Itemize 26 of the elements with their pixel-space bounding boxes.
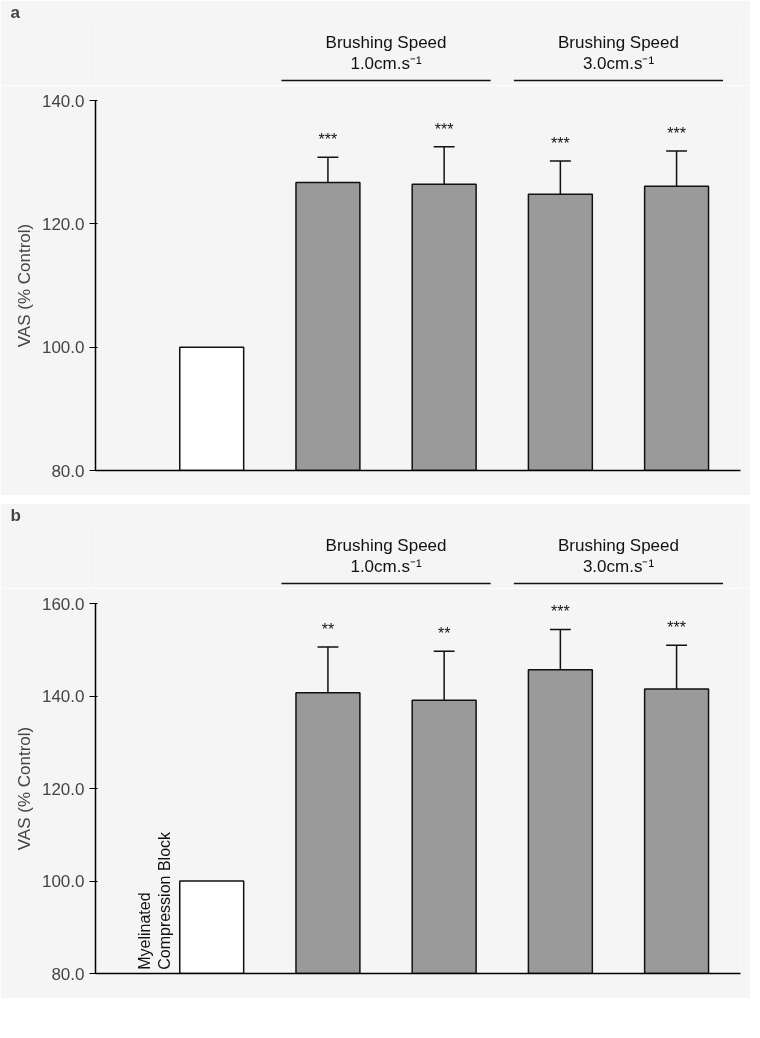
text: Brushing Speed 3.0cm.s⁻¹ [557, 535, 679, 576]
annotation: *** [551, 603, 570, 621]
annotation: ** [437, 624, 451, 642]
text: Brushing Speed 1.0cm.s⁻¹ [325, 32, 447, 73]
chart-title: b [10, 505, 21, 525]
chart-title: a [10, 2, 21, 22]
y-tick-label: 160.0 [41, 594, 85, 614]
y-tick-label: 100.0 [41, 338, 85, 358]
x-tick-label: Myelinated Compression Block [135, 830, 174, 970]
text: Brushing Speed 3.0cm.s⁻¹ [557, 32, 679, 73]
y-tick-label: 80.0 [51, 964, 85, 984]
y-tick-label: 140.0 [41, 687, 85, 706]
annotation: *** [318, 130, 338, 148]
y-tick-label: 100.0 [41, 872, 85, 891]
annotation: ** [321, 620, 335, 638]
y-tick-label: 120.0 [41, 779, 85, 799]
annotation: *** [551, 134, 570, 152]
y-tick-label: 120.0 [41, 214, 85, 234]
y-tick-label: 80.0 [51, 461, 85, 481]
y-axis-title: VAS (% Control) [14, 223, 34, 348]
annotation: *** [667, 618, 686, 636]
y-tick-label: 140.0 [41, 91, 85, 111]
text: Brushing Speed 1.0cm.s⁻¹ [325, 535, 447, 576]
y-axis-title: VAS (% Control) [14, 726, 34, 851]
annotation: *** [434, 120, 454, 138]
annotation: *** [667, 124, 686, 142]
